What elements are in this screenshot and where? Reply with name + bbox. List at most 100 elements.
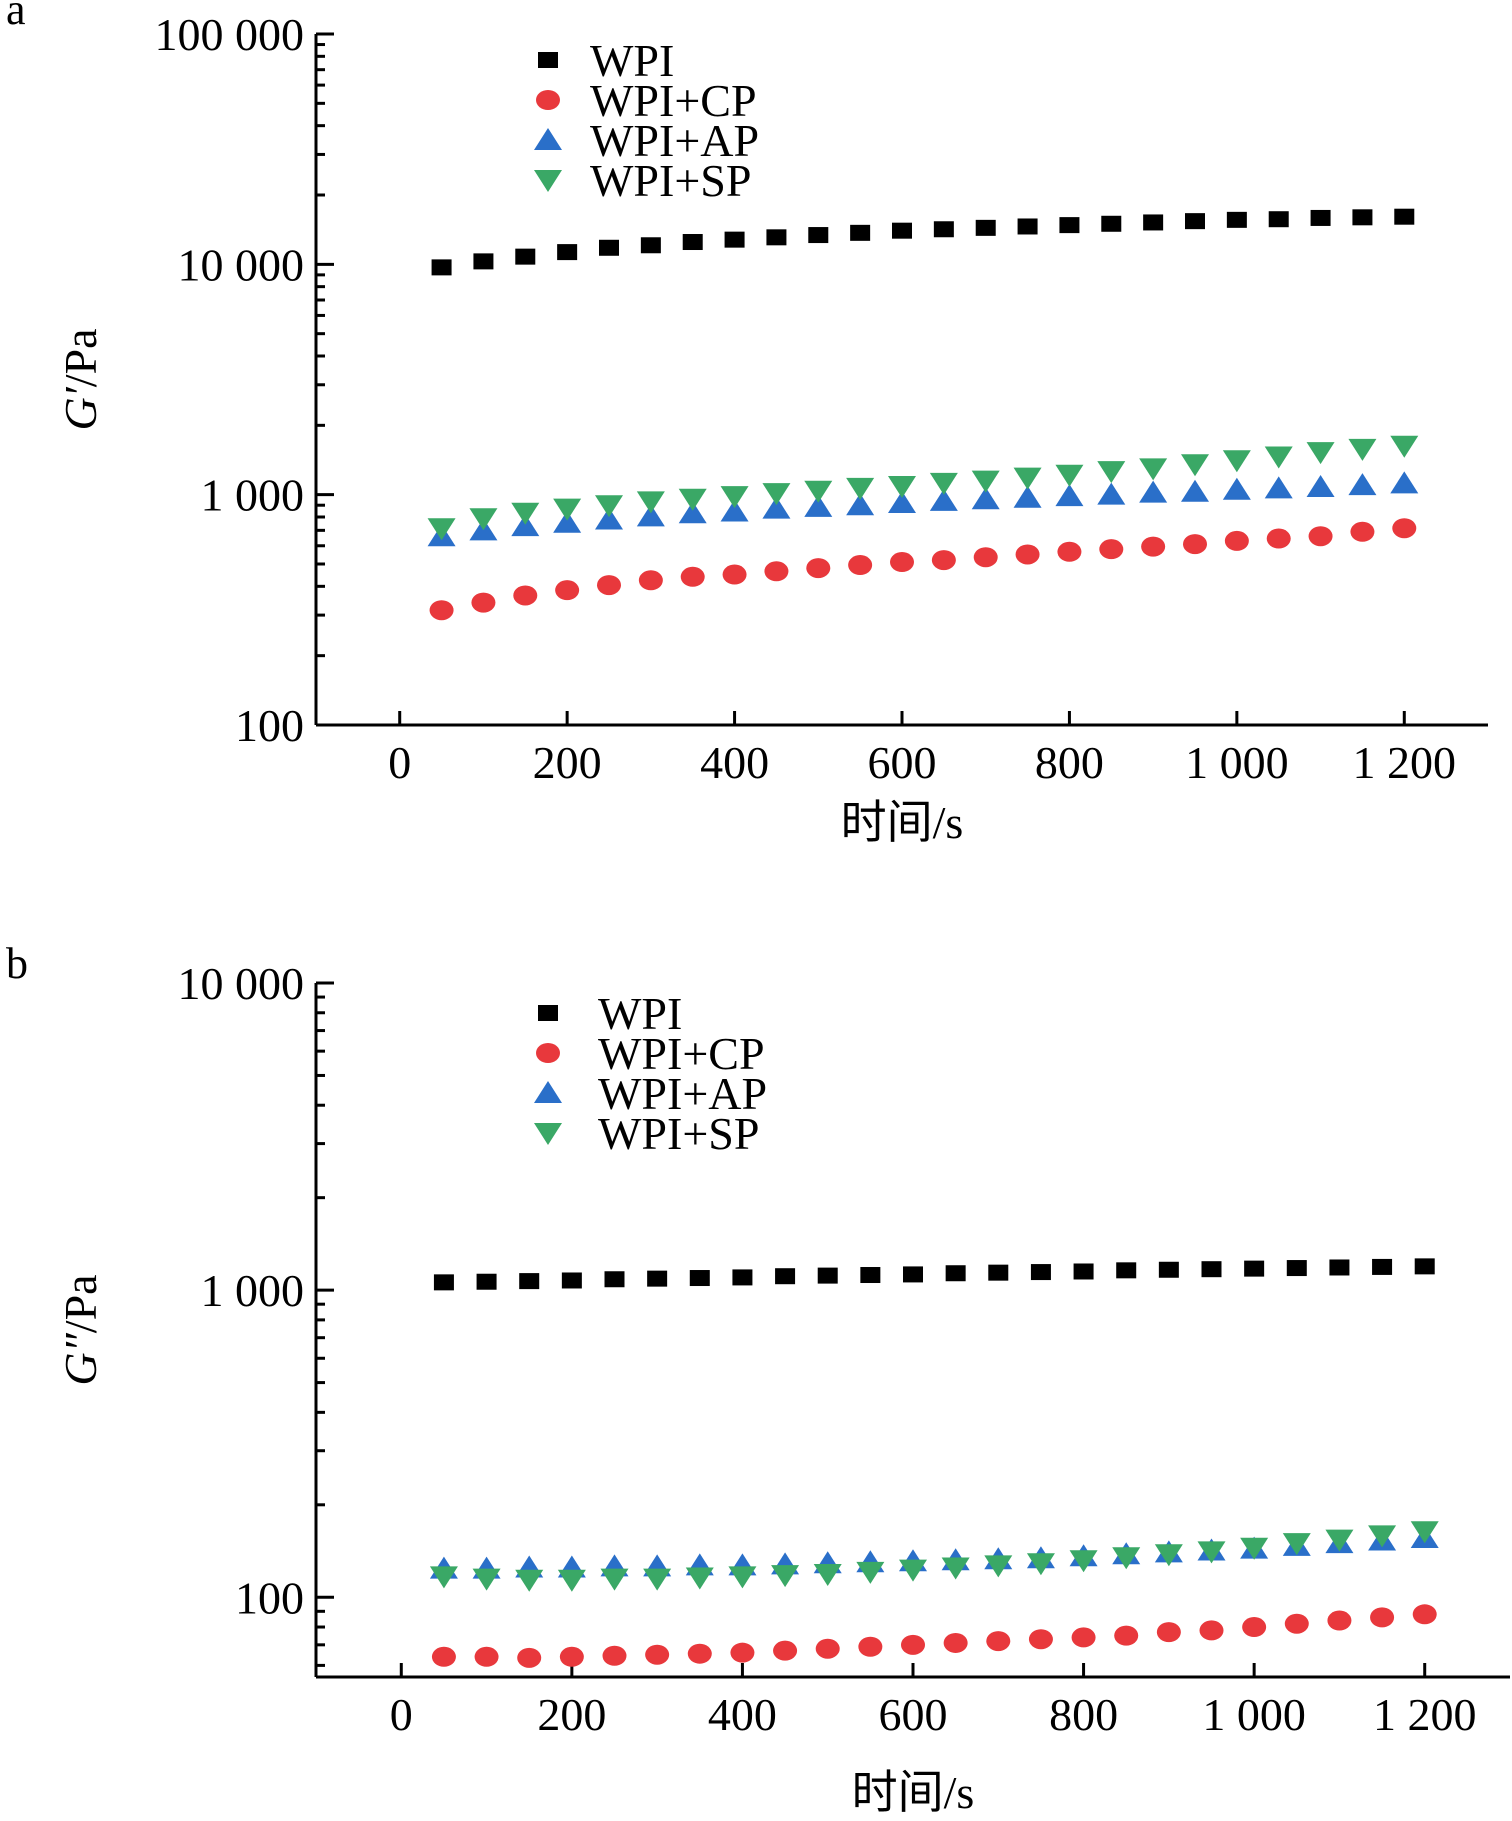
data-point	[986, 1631, 1011, 1652]
data-point	[472, 1568, 501, 1591]
data-point	[971, 470, 1000, 493]
data-point	[553, 498, 582, 521]
data-point	[1013, 467, 1042, 490]
data-point	[1057, 541, 1082, 562]
series-wpi-cp	[429, 518, 1417, 621]
data-point	[1390, 471, 1419, 494]
data-point	[519, 1273, 540, 1290]
x-tick-label: 400	[708, 1689, 777, 1740]
y-tick-label: 10 000	[178, 958, 305, 1009]
data-point	[1414, 1258, 1435, 1275]
data-point	[762, 496, 791, 519]
x-tick-label: 600	[868, 737, 937, 788]
legend-marker	[534, 170, 562, 192]
legend-label: WPI+CP	[590, 75, 757, 126]
data-point	[559, 1646, 584, 1667]
data-point	[1370, 1607, 1395, 1628]
data-point	[604, 1271, 625, 1288]
data-point	[1352, 209, 1373, 226]
y-tick-label: 100 000	[155, 9, 305, 60]
data-point	[1097, 461, 1126, 484]
data-point	[1099, 539, 1124, 560]
data-point	[471, 592, 496, 613]
data-point	[1394, 208, 1415, 225]
data-point	[602, 1645, 627, 1666]
data-point	[943, 1632, 968, 1653]
data-point	[636, 504, 665, 527]
data-point	[846, 493, 875, 516]
data-point	[850, 224, 871, 241]
x-tick-label: 1 000	[1185, 737, 1289, 788]
y-axis-title: G″/Pa	[55, 1274, 106, 1385]
data-point	[689, 1270, 710, 1287]
data-point	[1026, 1553, 1055, 1576]
data-point	[945, 1265, 966, 1282]
panel-label: a	[6, 0, 26, 34]
data-point	[643, 1568, 672, 1591]
data-point	[771, 1565, 800, 1588]
data-point	[429, 600, 454, 621]
y-tick-label: 100	[235, 700, 304, 751]
legend-marker	[534, 128, 562, 150]
data-point	[1183, 534, 1207, 555]
x-tick-label: 400	[700, 737, 769, 788]
y-axis-unit: /Pa	[55, 328, 106, 387]
y-axis-symbol: G′	[55, 386, 106, 430]
series-wpi-ap	[427, 471, 1419, 547]
legend-label: WPI+SP	[590, 155, 751, 206]
data-point	[1059, 217, 1080, 234]
data-point	[1139, 480, 1168, 503]
data-point	[1158, 1261, 1179, 1278]
data-point	[431, 1646, 456, 1667]
data-point	[856, 1561, 885, 1584]
data-point	[1224, 530, 1249, 551]
data-point	[599, 239, 619, 256]
data-point	[1368, 1525, 1397, 1548]
data-point	[1055, 464, 1084, 487]
data-point	[764, 561, 789, 582]
data-point	[511, 514, 540, 537]
x-tick-label: 0	[388, 737, 411, 788]
legend-label: WPI+CP	[598, 1028, 765, 1079]
data-point	[888, 491, 916, 514]
data-point	[1284, 1613, 1309, 1634]
data-point	[1141, 536, 1166, 557]
data-point	[1412, 1604, 1437, 1625]
data-point	[687, 1643, 712, 1664]
data-point	[685, 1567, 714, 1590]
data-point	[892, 222, 912, 239]
x-tick-label: 200	[533, 737, 602, 788]
data-point	[511, 502, 540, 525]
data-point	[469, 508, 498, 531]
data-point	[732, 1269, 753, 1286]
data-point	[1114, 1625, 1139, 1646]
legend-marker	[538, 1005, 558, 1021]
data-point	[1222, 477, 1251, 500]
data-point	[806, 558, 831, 579]
x-tick-label: 1 200	[1353, 737, 1457, 788]
data-point	[1308, 526, 1333, 547]
data-point	[1240, 1537, 1269, 1560]
data-point	[1306, 442, 1335, 465]
panel-label: b	[6, 939, 28, 988]
data-point	[858, 1636, 883, 1657]
legend-label: WPI+AP	[590, 115, 759, 166]
data-point	[988, 1264, 1009, 1281]
data-point	[597, 575, 621, 596]
data-point	[429, 1566, 458, 1589]
data-point	[433, 1274, 454, 1291]
x-tick-label: 200	[537, 1689, 606, 1740]
data-point	[808, 227, 829, 244]
data-point	[515, 1569, 544, 1592]
data-point	[929, 472, 958, 495]
data-point	[553, 510, 582, 533]
chart-panel-b: b 100 1 000 10 000 0 200 400 600 800 1 000 1 200 时间…	[6, 939, 1510, 1818]
data-point	[730, 1642, 755, 1663]
data-point	[817, 1267, 838, 1284]
data-point	[1226, 211, 1247, 228]
data-point	[1264, 476, 1293, 499]
series-wpi-cp	[431, 1604, 1437, 1668]
legend-label: WPI+AP	[598, 1068, 767, 1119]
